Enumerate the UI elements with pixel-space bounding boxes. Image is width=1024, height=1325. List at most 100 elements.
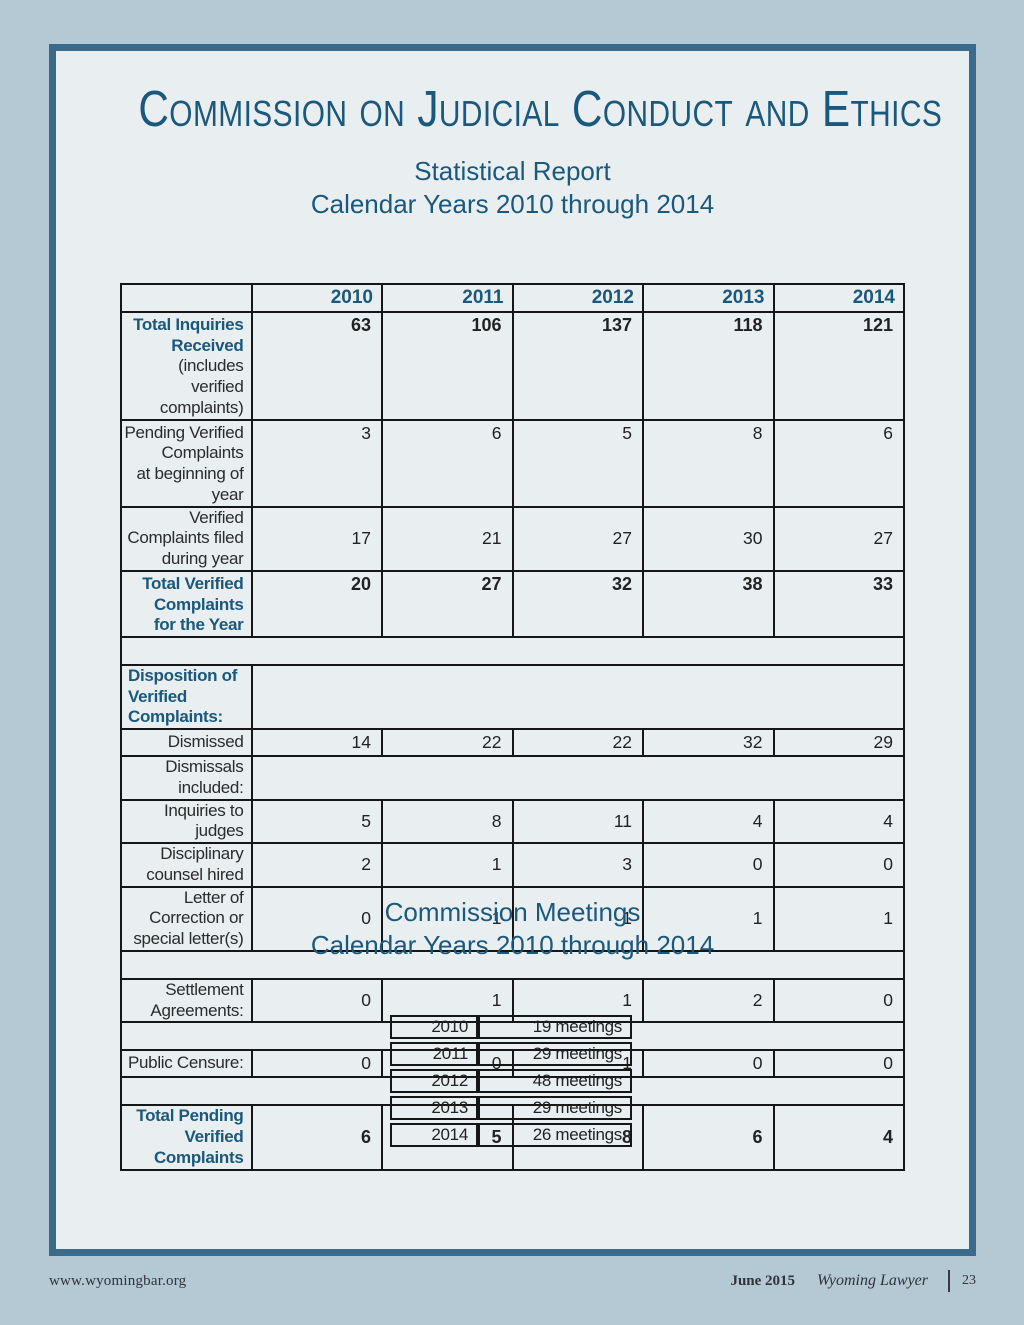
value-cell: 8 [642,418,775,508]
value-cell: 1 [642,885,775,952]
value-cell: 32 [511,569,644,639]
footer-issue-date: June 2015 [730,1272,796,1289]
stats-corner-cell [120,283,253,313]
footer-website: www.wyomingbar.org [49,1272,187,1289]
row-label-line1: Total Verified Complaints [142,573,244,614]
value-cell: 22 [381,728,514,758]
row-label: Disciplinary counsel hired [120,842,253,888]
subtitle-line1: Statistical Report [414,156,611,186]
page-title-text: Commission on Judicial Conduct and Ethic… [138,80,943,137]
value-cell: 30 [642,505,775,572]
row-label: Settlement Agreements: [120,977,253,1024]
year-header: 2011 [381,283,514,313]
meetings-heading-line1: Commission Meetings [384,897,641,927]
value-cell: 6 [250,1104,383,1171]
value-cell: 1 [511,885,644,952]
value-cell: 63 [250,311,383,421]
value-cell: 38 [642,569,775,639]
value-cell: 1 [381,842,514,888]
spacer-cell [120,636,905,667]
value-cell: 29 [772,728,905,758]
statistics-table: 2010 2011 2012 2013 2014 Total Inquiries Rece… [120,283,905,1171]
row-label-line1: Inquiries to judges [163,800,244,841]
page-title: Commission on Judicial Conduct and Ethic… [56,80,969,137]
meetings-row: 2014 26 meetings [390,1123,632,1147]
stats-row: Dismissed 14 22 22 32 29 [120,728,905,758]
meeting-count-cell: 29 meetings [478,1096,632,1120]
value-cell: 106 [381,311,514,421]
stats-row: Total Verified Complaints for the Year 20 2… [120,569,905,639]
stats-row: Dismissals included: [120,755,905,801]
value-cell: 27 [511,505,644,572]
value-cell: 0 [772,842,905,888]
value-cell: 0 [250,977,383,1024]
row-label-line1: Letter of Correction or special letter(s… [133,887,244,949]
value-cell: 6 [381,418,514,508]
meeting-year-cell: 2010 [390,1015,478,1039]
year-header: 2014 [772,283,905,313]
meeting-count-cell: 29 meetings [478,1042,632,1066]
row-label-line2: (includes verified complaints) [159,356,244,417]
value-cell: 21 [381,505,514,572]
value-cell: 5 [381,1104,514,1171]
value-cell: 27 [772,505,905,572]
meetings-heading-line2: Calendar Years 2010 through 2014 [310,929,715,960]
value-cell: 5 [511,418,644,508]
stats-row [120,1076,905,1107]
stats-row [120,1021,905,1052]
year-header: 2012 [511,283,644,313]
year-header: 2010 [250,283,383,313]
value-cell: 3 [511,842,644,888]
value-cell: 6 [772,418,905,508]
meetings-row: 2012 48 meetings [390,1069,632,1093]
row-label: Verified Complaints filed during year [120,505,253,572]
meeting-count-cell: 26 meetings [478,1123,632,1147]
value-cell: 0 [642,1049,775,1079]
value-cell: 3 [250,418,383,508]
merged-cell [250,755,905,801]
meetings-row: 2013 29 meetings [390,1096,632,1120]
value-cell: 22 [511,728,644,758]
value-cell: 14 [250,728,383,758]
value-cell: 137 [511,311,644,421]
spacer-cell [120,1021,905,1052]
value-cell: 2 [250,842,383,888]
footer-right-group: June 2015 Wyoming Lawyer 23 [730,1270,976,1292]
value-cell: 27 [381,569,514,639]
row-label-line1: Disciplinary counsel hired [146,844,244,884]
row-label-line1: Pending Verified Complaints [124,422,244,463]
value-cell: 17 [250,505,383,572]
row-label: Total Verified Complaints for the Year [120,569,253,639]
value-cell: 32 [642,728,775,758]
footer-page-number: 23 [962,1273,976,1288]
page-footer: www.wyomingbar.org June 2015 Wyoming Law… [49,1270,976,1292]
row-label: Dismissed [120,728,253,758]
year-header: 2013 [642,283,775,313]
row-label: Total Pending Verified Complaints [120,1104,253,1171]
meetings-row: 2011 29 meetings [390,1042,632,1066]
row-label: Letter of Correction or special letter(s… [120,885,253,952]
stats-row: Public Censure: 0 0 1 0 0 [120,1049,905,1079]
value-cell: 1 [381,885,514,952]
row-label-line1: Public Censure: [127,1053,244,1073]
stats-row: Inquiries to judges 5 8 11 4 4 [120,798,905,845]
stats-row: Pending Verified Complaints at beginning … [120,418,905,508]
value-cell: 0 [772,977,905,1024]
value-cell: 1 [511,1049,644,1079]
merged-cell [250,664,905,731]
meetings-heading: Commission Meetings Calendar Years 2010 … [56,896,969,961]
value-cell: 0 [250,1049,383,1079]
stats-row: Settlement Agreements: 0 1 1 2 0 [120,977,905,1024]
footer-divider [948,1270,950,1292]
row-label: Inquiries to judges [120,798,253,845]
value-cell: 0 [642,842,775,888]
row-label-line1: Verified Complaints filed during year [127,507,244,569]
meeting-year-cell: 2012 [390,1069,478,1093]
report-subtitle: Statistical Report Calendar Years 2010 t… [56,155,969,220]
meeting-year-cell: 2014 [390,1123,478,1147]
value-cell: 4 [772,1104,905,1171]
value-cell: 1 [772,885,905,952]
stats-row: Total Pending Verified Complaints 6 5 8 6 4 [120,1104,905,1171]
document-page: Commission on Judicial Conduct and Ethic… [49,44,976,1256]
